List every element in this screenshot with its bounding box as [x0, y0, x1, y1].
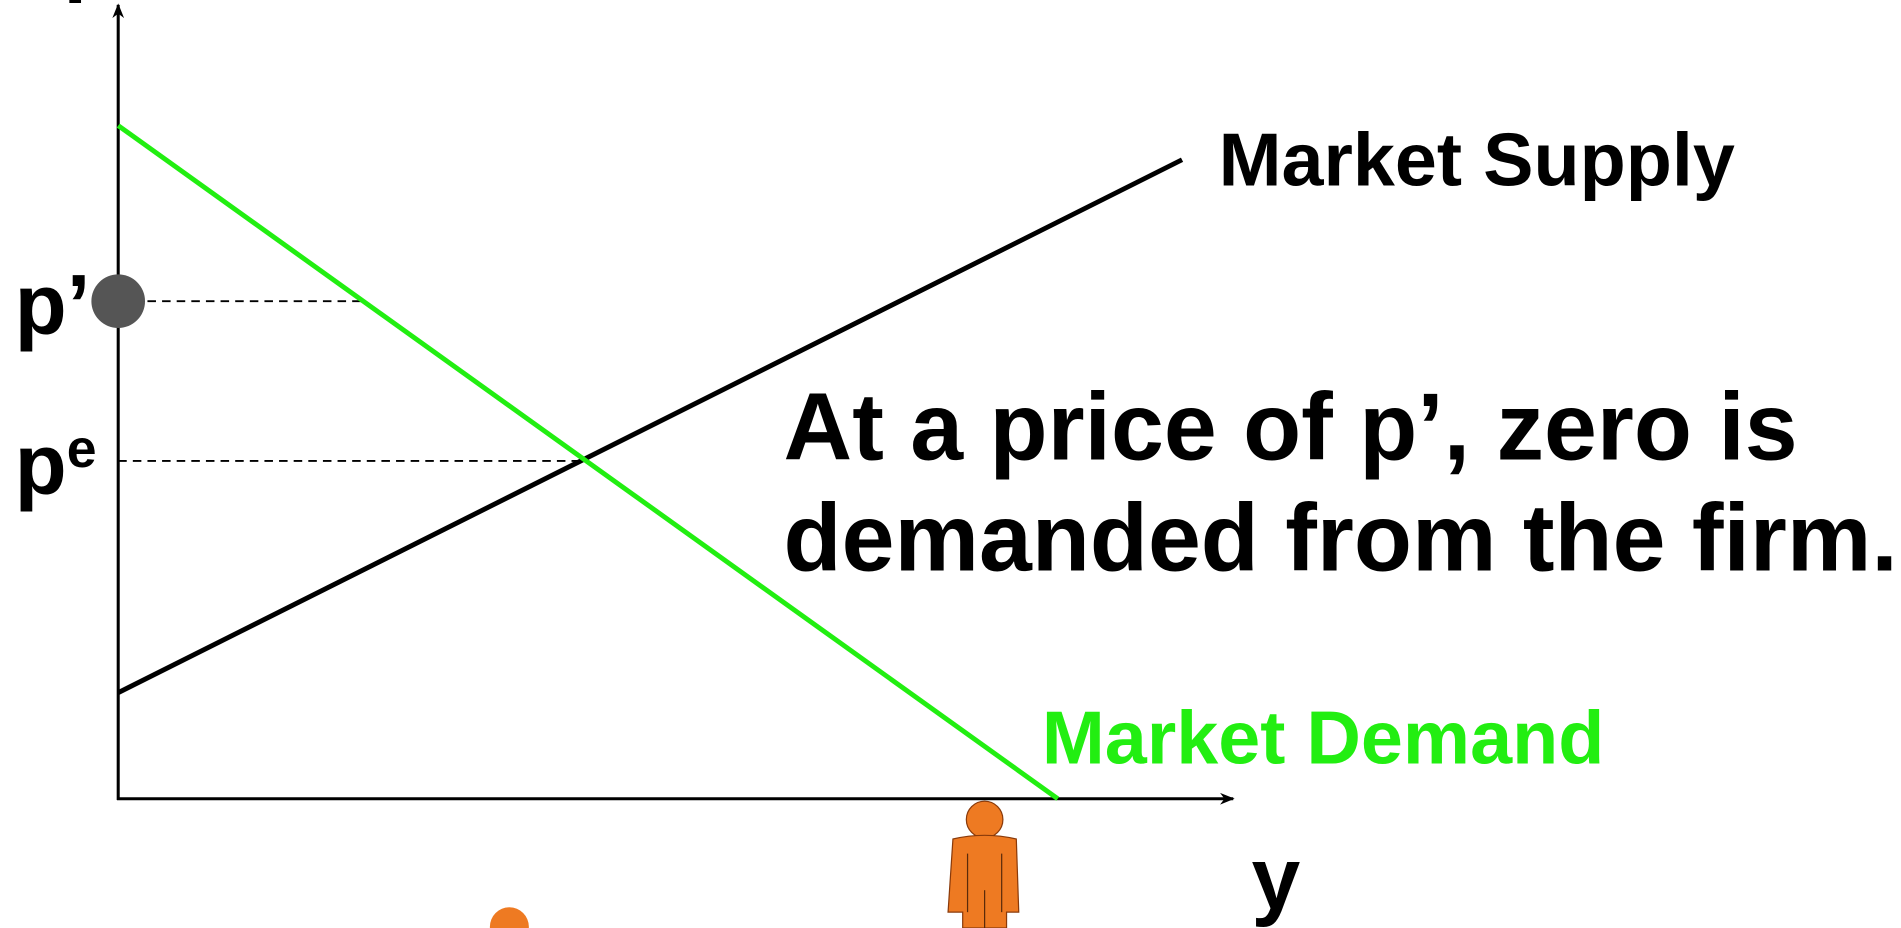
x-axis-label: y [1251, 829, 1300, 927]
p-e-sup: e [67, 419, 97, 479]
person-icon [489, 907, 529, 928]
person-icon [947, 800, 1020, 928]
p-e-base: p [15, 418, 67, 513]
y-axis-label: p [63, 0, 115, 4]
annotation-line: demanded from the firm. [784, 486, 1898, 592]
annotation-line: At a price of p’, zero is [784, 375, 1798, 481]
p-prime-label: p’ [15, 258, 91, 353]
supply-curve [117, 157, 1184, 695]
supply-label: Market Supply [1219, 118, 1735, 202]
demand-curve [116, 123, 1060, 801]
price-dot [91, 274, 146, 329]
demand-label: Market Demand [1042, 696, 1605, 780]
p-e-label: pe [15, 418, 97, 513]
